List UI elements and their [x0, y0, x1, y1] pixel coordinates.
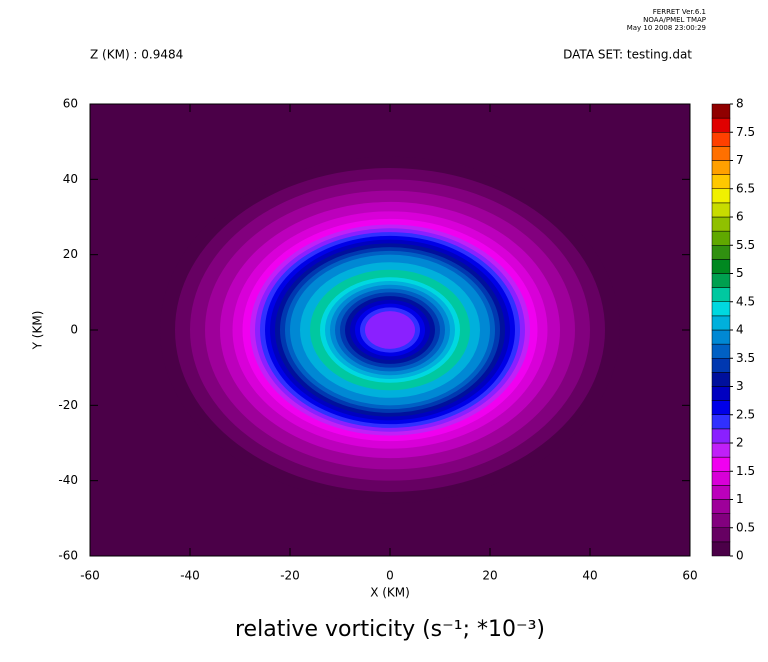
x-tick-label: -60: [80, 569, 100, 583]
colorbar-swatch: [711, 202, 731, 218]
colorbar-label: 2.5: [736, 407, 755, 421]
colorbar-label: 3.5: [736, 351, 755, 365]
chart-title: relative vorticity (s⁻¹; *10⁻³): [235, 617, 545, 642]
colorbar-swatch: [711, 287, 731, 302]
colorbar-swatch: [711, 230, 731, 246]
x-tick-label: 0: [386, 569, 394, 583]
colorbar-label: 0: [736, 549, 744, 563]
colorbar-swatch: [711, 301, 731, 317]
colorbar-swatch: [711, 456, 731, 472]
y-tick-label: 60: [63, 97, 78, 111]
colorbar-swatch: [711, 174, 731, 189]
colorbar-label: 5: [736, 266, 744, 280]
colorbar-swatch: [711, 414, 731, 430]
y-axis-label: Y (KM): [31, 311, 45, 351]
colorbar-swatch: [711, 132, 731, 147]
colorbar-swatch: [711, 442, 731, 458]
colorbar-label: 7: [736, 153, 744, 167]
y-tick-label: -20: [58, 398, 78, 412]
colorbar-label: 6.5: [736, 181, 755, 195]
colorbar-swatch: [711, 188, 731, 204]
colorbar-label: 1: [736, 492, 744, 506]
colorbar-swatch: [711, 103, 731, 119]
colorbar-swatch: [711, 146, 731, 161]
subtitle-left: Z (KM) : 0.9484: [90, 48, 183, 62]
colorbar-swatch: [711, 428, 731, 444]
colorbar-label: 5.5: [736, 238, 755, 252]
x-tick-label: 40: [582, 569, 597, 583]
colorbar-label: 4: [736, 323, 744, 337]
colorbar-swatch: [711, 541, 731, 557]
field: [90, 104, 690, 556]
colorbar-swatch: [711, 343, 731, 359]
colorbar-swatch: [711, 527, 731, 543]
colorbar-label: 1.5: [736, 464, 755, 478]
colorbar-swatch: [711, 160, 731, 175]
colorbar-swatch: [711, 117, 731, 133]
colorbar-swatch: [711, 372, 731, 387]
colorbar-swatch: [711, 386, 731, 401]
y-tick-label: 40: [63, 172, 78, 186]
colorbar-swatch: [711, 273, 731, 288]
y-tick-label: 20: [63, 247, 78, 261]
x-tick-label: -20: [280, 569, 300, 583]
colorbar-swatch: [711, 315, 731, 331]
y-tick-label: -40: [58, 473, 78, 487]
colorbar-swatch: [711, 329, 731, 345]
program: FERRET Ver.6.1: [653, 8, 706, 16]
colorbar-swatch: [711, 216, 731, 232]
colorbar-label: 8: [736, 97, 744, 111]
subtitle-right: DATA SET: testing.dat: [563, 48, 692, 62]
x-tick-label: 20: [482, 569, 497, 583]
colorbar-swatch: [711, 259, 731, 274]
y-tick-label: 0: [70, 323, 78, 337]
colorbar-label: 7.5: [736, 125, 755, 139]
colorbar-label: 2: [736, 436, 744, 450]
colorbar-swatch: [711, 513, 731, 528]
colorbar-swatch: [711, 499, 731, 514]
org: NOAA/PMEL TMAP: [643, 16, 706, 24]
colorbar-label: 6: [736, 210, 744, 224]
contour-band: [365, 311, 415, 349]
colorbar-swatch: [711, 245, 731, 260]
x-axis-label: X (KM): [370, 586, 410, 600]
date: May 10 2008 23:00:29: [627, 24, 706, 32]
colorbar-swatch: [711, 471, 731, 486]
colorbar-label: 3: [736, 379, 744, 393]
colorbar-label: 4.5: [736, 294, 755, 308]
colorbar-swatch: [711, 400, 731, 415]
x-tick-label: -40: [180, 569, 200, 583]
colorbar-swatch: [711, 485, 731, 500]
y-tick-label: -60: [58, 549, 78, 563]
colorbar-swatch: [711, 358, 731, 373]
colorbar-label: 0.5: [736, 520, 755, 534]
x-tick-label: 60: [682, 569, 697, 583]
